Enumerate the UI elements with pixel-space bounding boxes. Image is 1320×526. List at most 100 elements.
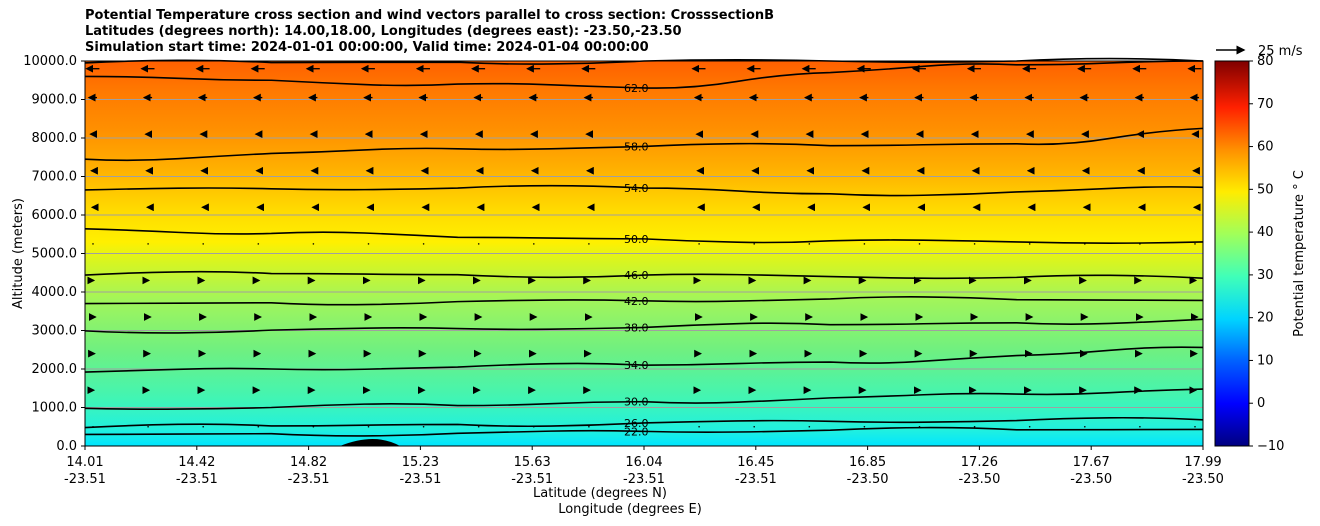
contour-line [84,416,1204,429]
wind-vector [698,243,700,245]
wind-vector [312,243,315,245]
wind-vector [367,243,370,245]
y-tick-label: 8000.0 [32,131,78,146]
x-tick-label-lat: 16.45 [737,455,774,470]
axes: 0.0 1000.0 2000.0 3000.0 4000.0 5000.0 6000.0 7… [11,44,1303,517]
y-tick-label: 1000.0 [32,401,78,416]
colorbar-tick-label: 0 [1257,396,1265,411]
x-tick-label-lat: 14.42 [178,455,215,470]
wind-vector [533,243,535,245]
x-tick-label-lon: -23.51 [735,472,777,487]
y-tick-label: 9000.0 [32,93,78,108]
colorbar-tick-label: 70 [1257,97,1274,112]
wind-vector [147,425,149,428]
chart-title: Potential Temperature cross section and … [85,8,774,56]
colorbar-tick-label: −10 [1257,439,1284,454]
contour-line [84,184,1204,197]
wind-vector [312,425,315,428]
colorbar-tick-label: 10 [1257,353,1274,368]
y-tick-label: 6000.0 [32,208,78,223]
x-tick-label-lat: 16.04 [625,455,662,470]
contour-label: 38.0 [624,321,649,334]
wind-vector [1028,243,1031,245]
colorbar-tick-label: 60 [1257,140,1274,155]
wind-vector [1084,425,1086,428]
contour-line [84,318,1204,334]
wind-vector [202,243,204,245]
colorbar-tick-label: 40 [1257,225,1274,240]
x-tick-label-lon: -23.51 [399,472,441,487]
colorbar-tick-label: 30 [1257,268,1274,283]
wind-vector [1139,425,1141,428]
x-tick-label-lat: 15.23 [402,455,439,470]
colorbar-tick-label: 80 [1257,54,1274,69]
x-tick-label-lat: 17.67 [1073,455,1110,470]
x-tick-label-lon: -23.51 [288,472,330,487]
colorbar-tick-label: 20 [1257,311,1274,326]
x-tick-label-lon: -23.50 [1070,472,1112,487]
wind-vector [257,243,260,245]
y-tick-label: 4000.0 [32,285,78,300]
contour-line [84,127,1204,162]
contour-label: 54.0 [624,182,649,195]
x-tick-label-lon: -23.50 [847,472,889,487]
x-tick-label-lon: -23.51 [176,472,218,487]
x-tick-label-lat: 17.26 [961,455,998,470]
plot-area: 22.026.0 30.0 34.0 38.0 42.0 46.0 50.0 54.0 58.0… [84,57,1204,446]
x-tick-label-lat: 14.82 [290,455,327,470]
y-tick-label: 3000.0 [32,324,78,339]
x-axis-label-lat: Latitude (degrees N) [533,486,667,501]
wind-vector [863,243,866,245]
wind-vector [422,425,425,428]
contour-label: 34.0 [624,359,649,372]
y-tick-label: 0.0 [56,439,77,454]
colorbar-tick-label: 50 [1257,182,1274,197]
y-axis-label: Altitude (meters) [11,198,26,309]
contour-label: 46.0 [624,269,649,282]
wind-vector [698,425,700,428]
x-tick-label-lon: -23.51 [623,472,665,487]
colorbar: −10 0 10 20 30 40 50 60 70 80 Potential temperatur… [1214,54,1307,454]
wind-vector [1084,243,1086,245]
x-tick-label-lon: -23.50 [958,472,1000,487]
x-tick-label-lat: 14.01 [66,455,103,470]
wind-vector [1194,425,1196,428]
colorbar-label: Potential temperature ° C [1292,170,1307,337]
contour-line [84,426,1204,437]
x-tick-label-lon: -23.51 [64,472,106,487]
wind-vector [202,425,204,428]
wind-vector [973,425,976,428]
terrain-shape [340,439,400,446]
contour-label: 50.0 [624,233,649,246]
y-tick-label: 7000.0 [32,170,78,185]
y-tick-label: 5000.0 [32,247,78,262]
title-line-3: Simulation start time: 2024-01-01 00:00:… [85,40,649,55]
x-tick-label-lat: 15.63 [514,455,551,470]
wind-vector [533,425,535,428]
x-tick-label-lat: 17.99 [1184,455,1221,470]
title-line-1: Potential Temperature cross section and … [85,8,775,23]
wind-vector [1028,425,1031,428]
contour-line [84,296,1204,306]
title-line-2: Latitudes (degrees north): 14.00,18.00, … [85,24,682,39]
x-tick-label-lon: -23.50 [1182,472,1224,487]
wind-vector [422,243,425,245]
wind-vector [863,425,866,428]
wind-vector [147,243,149,245]
contour-label: 58.0 [624,140,649,153]
wind-vector [477,425,480,428]
wind-vector [92,243,94,245]
wind-vector [918,425,921,428]
wind-vector [588,425,590,428]
contour-line [84,388,1204,410]
wind-vector [1194,243,1196,245]
x-tick-label-lon: -23.51 [511,472,553,487]
wind-vector [257,425,260,428]
wind-vector [477,243,480,245]
wind-vector [918,243,921,245]
contour-label: 42.0 [624,295,649,308]
wind-vector [973,243,976,245]
contour-label: 22.0 [624,425,649,438]
wind-vector [808,243,811,245]
